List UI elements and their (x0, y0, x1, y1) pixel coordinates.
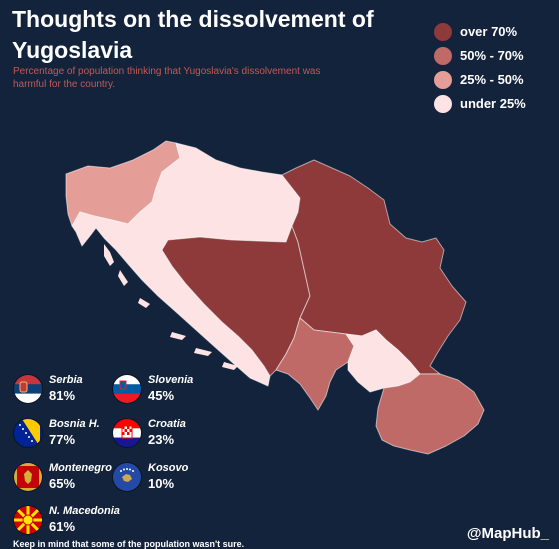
region-montenegro (275, 317, 355, 411)
island (194, 348, 212, 356)
croatian-islands (104, 244, 238, 370)
legend-swatch (434, 94, 452, 113)
subtitle: Percentage of population thinking that Y… (13, 66, 321, 90)
legend-label: under 25% (460, 96, 526, 111)
legend-label: over 70% (460, 24, 518, 39)
island (170, 332, 186, 340)
region-macedonia (375, 373, 485, 455)
legend-label: 25% - 50% (460, 72, 524, 87)
legend-item-50-70: 50% - 70% (434, 44, 526, 67)
legend-swatch (434, 46, 452, 65)
legend-item-over-70: over 70% (434, 20, 526, 43)
legend-item-under-25: under 25% (434, 92, 526, 115)
legend-swatch (434, 70, 452, 89)
footnote: Keep in mind that some of the population… (13, 539, 245, 549)
page-title: Thoughts on the dissolvement of Yugoslav… (12, 6, 374, 63)
island (138, 298, 150, 308)
legend-item-25-50: 25% - 50% (434, 68, 526, 91)
island (222, 362, 238, 370)
island (118, 270, 128, 286)
legend-label: 50% - 70% (460, 48, 524, 63)
brand-handle: @MapHub_ (466, 525, 549, 542)
legend: over 70% 50% - 70% 25% - 50% under 25% (434, 20, 526, 116)
region-serbia (281, 159, 467, 375)
island (104, 244, 114, 266)
legend-swatch (434, 22, 452, 41)
